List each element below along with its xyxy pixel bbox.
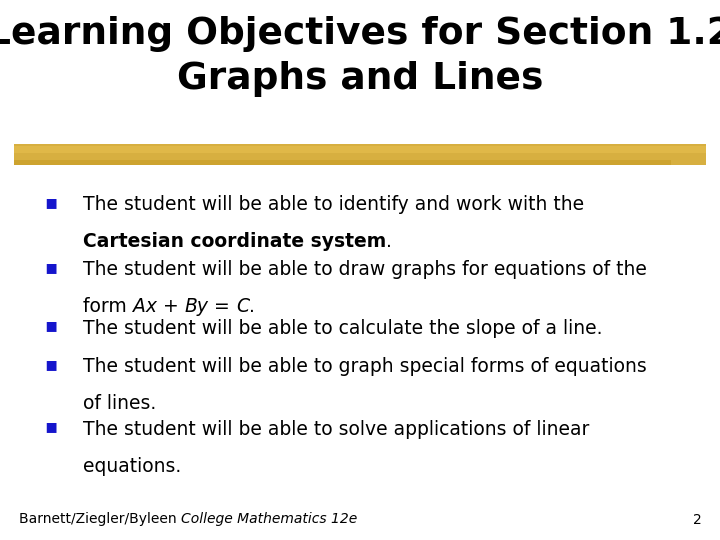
- Text: form: form: [83, 297, 132, 316]
- Text: Ax: Ax: [132, 297, 156, 316]
- Text: By: By: [184, 297, 208, 316]
- Text: College Mathematics 12e: College Mathematics 12e: [181, 512, 358, 526]
- Text: Learning Objectives for Section 1.2
Graphs and Lines: Learning Objectives for Section 1.2 Grap…: [0, 17, 720, 97]
- Text: C: C: [236, 297, 249, 316]
- Text: +: +: [156, 297, 184, 316]
- Bar: [14, 146, 706, 153]
- Text: The student will be able to calculate the slope of a line.: The student will be able to calculate th…: [83, 319, 603, 338]
- Text: ▪: ▪: [44, 193, 57, 212]
- Bar: [14, 160, 671, 165]
- Text: ▪: ▪: [44, 258, 57, 276]
- Text: Cartesian coordinate system: Cartesian coordinate system: [83, 232, 386, 251]
- Text: ▪: ▪: [44, 316, 57, 335]
- Text: of lines.: of lines.: [83, 394, 156, 413]
- Text: The student will be able to identify and work with the: The student will be able to identify and…: [83, 195, 584, 214]
- Text: The student will be able to graph special forms of equations: The student will be able to graph specia…: [83, 357, 647, 376]
- Text: 2: 2: [693, 512, 702, 526]
- Text: The student will be able to solve applications of linear: The student will be able to solve applic…: [83, 420, 589, 439]
- Text: .: .: [386, 232, 392, 251]
- Text: ▪: ▪: [44, 355, 57, 374]
- Text: The student will be able to draw graphs for equations of the: The student will be able to draw graphs …: [83, 260, 647, 279]
- Text: ▪: ▪: [44, 417, 57, 436]
- Bar: [14, 144, 706, 165]
- Text: .: .: [249, 297, 255, 316]
- Text: equations.: equations.: [83, 457, 181, 476]
- Text: =: =: [208, 297, 236, 316]
- Text: Barnett/Ziegler/Byleen: Barnett/Ziegler/Byleen: [19, 512, 181, 526]
